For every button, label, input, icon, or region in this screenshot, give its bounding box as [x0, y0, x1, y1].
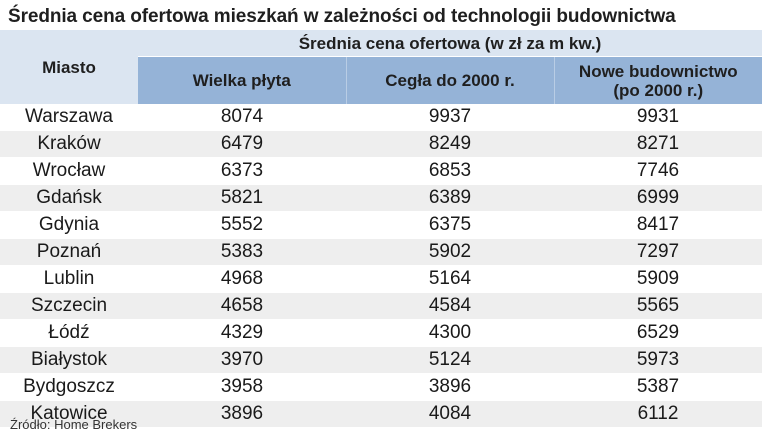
cell-city: Warszawa — [0, 104, 138, 131]
cell-city: Łódź — [0, 319, 138, 347]
cell-nowe: 6529 — [554, 319, 762, 347]
cell-cegla: 6389 — [346, 184, 554, 212]
column-header-city: Miasto — [0, 30, 138, 104]
cell-cegla: 4084 — [346, 400, 554, 428]
cell-wielka-plyta: 6479 — [138, 130, 346, 158]
cell-wielka-plyta: 4658 — [138, 292, 346, 320]
table-row: Gdańsk 5821 6389 6999 — [0, 184, 762, 212]
table-row: Łódź 4329 4300 6529 — [0, 319, 762, 347]
cell-cegla: 6853 — [346, 157, 554, 185]
cell-nowe: 6999 — [554, 184, 762, 212]
table-row: Warszawa 8074 9937 9931 — [0, 104, 762, 131]
cell-wielka-plyta: 4968 — [138, 265, 346, 293]
chart-title: Średnia cena ofertowa mieszkań w zależno… — [8, 6, 676, 27]
cell-wielka-plyta: 8074 — [138, 104, 346, 131]
table-row: Białystok 3970 5124 5973 — [0, 346, 762, 374]
table-row: Katowice 3896 4084 6112 — [0, 400, 762, 428]
cell-nowe: 8271 — [554, 130, 762, 158]
cell-nowe: 9931 — [554, 104, 762, 131]
cell-nowe: 5909 — [554, 265, 762, 293]
cell-wielka-plyta: 3896 — [138, 400, 346, 428]
price-table: Miasto Średnia cena ofertowa (w zł za m … — [0, 30, 762, 428]
table-row: Bydgoszcz 3958 3896 5387 — [0, 373, 762, 401]
cell-city: Kraków — [0, 130, 138, 158]
cell-cegla: 9937 — [346, 104, 554, 131]
column-header-cegla: Cegła do 2000 r. — [345, 56, 554, 104]
cell-nowe: 5565 — [554, 292, 762, 320]
table-body: Warszawa 8074 9937 9931 Kraków 6479 8249 8271 Wr… — [0, 104, 762, 428]
cell-city: Szczecin — [0, 292, 138, 320]
cell-city: Katowice — [0, 400, 138, 428]
source-note: Źródło: Home Brekers — [10, 417, 138, 432]
cell-nowe: 8417 — [554, 211, 762, 239]
cell-city: Wrocław — [0, 157, 138, 185]
cell-cegla: 8249 — [346, 130, 554, 158]
cell-wielka-plyta: 3958 — [138, 373, 346, 401]
cell-wielka-plyta: 6373 — [138, 157, 346, 185]
table-row: Szczecin 4658 4584 5565 — [0, 292, 762, 320]
cell-wielka-plyta: 5821 — [138, 184, 346, 212]
cell-city: Poznań — [0, 238, 138, 266]
cell-cegla: 3896 — [346, 373, 554, 401]
cell-city: Bydgoszcz — [0, 373, 138, 401]
cell-cegla: 5902 — [346, 238, 554, 266]
cell-wielka-plyta: 3970 — [138, 346, 346, 374]
cell-nowe: 7297 — [554, 238, 762, 266]
cell-cegla: 4584 — [346, 292, 554, 320]
table-row: Gdynia 5552 6375 8417 — [0, 211, 762, 239]
table-row: Lublin 4968 5164 5909 — [0, 265, 762, 293]
column-header-wielka-plyta: Wielka płyta — [138, 56, 346, 104]
cell-wielka-plyta: 5552 — [138, 211, 346, 239]
cell-cegla: 5124 — [346, 346, 554, 374]
cell-wielka-plyta: 4329 — [138, 319, 346, 347]
cell-cegla: 5164 — [346, 265, 554, 293]
cell-cegla: 6375 — [346, 211, 554, 239]
cell-nowe: 6112 — [554, 400, 762, 428]
cell-city: Białystok — [0, 346, 138, 374]
cell-city: Lublin — [0, 265, 138, 293]
table-header: Miasto Średnia cena ofertowa (w zł za m … — [0, 30, 762, 104]
table-row: Kraków 6479 8249 8271 — [0, 130, 762, 158]
cell-wielka-plyta: 5383 — [138, 238, 346, 266]
cell-city: Gdynia — [0, 211, 138, 239]
cell-cegla: 4300 — [346, 319, 554, 347]
column-group-header: Średnia cena ofertowa (w zł za m kw.) — [138, 30, 762, 57]
column-header-nowe-line: (po 2000 r.) — [613, 80, 704, 100]
column-header-nowe-line: Nowe budownictwo — [578, 61, 738, 81]
cell-nowe: 5973 — [554, 346, 762, 374]
column-header-nowe: Nowe budownictwo (po 2000 r.) — [553, 56, 762, 104]
cell-city: Gdańsk — [0, 184, 138, 212]
cell-nowe: 5387 — [554, 373, 762, 401]
cell-nowe: 7746 — [554, 157, 762, 185]
table-row: Wrocław 6373 6853 7746 — [0, 157, 762, 185]
table-row: Poznań 5383 5902 7297 — [0, 238, 762, 266]
